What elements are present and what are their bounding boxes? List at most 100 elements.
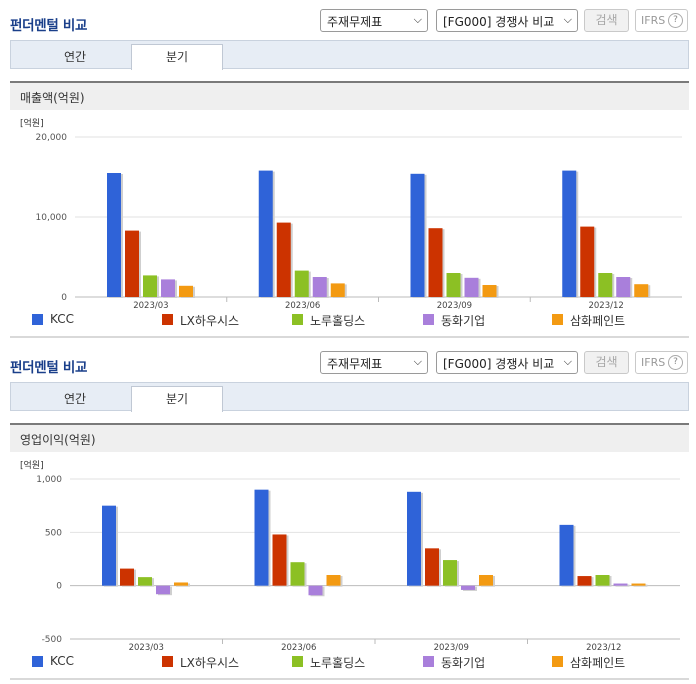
bar[interactable] [156,585,170,595]
chevron-down-icon: ⌵ [563,13,572,26]
legend-swatch [162,656,173,667]
legend-label: LX하우시스 [180,656,240,670]
bar[interactable] [326,575,341,586]
peer-group-value: [FG000] 경쟁사 비교 [443,15,555,29]
bar[interactable] [482,285,497,297]
bar[interactable] [272,534,287,586]
y-tick-label: 20,000 [36,133,68,143]
legend-swatch [162,314,173,325]
bar[interactable] [102,505,116,586]
x-tick-label: 2023/09 [437,301,472,310]
panel-title: 펀더멘털 비교 [10,360,88,376]
bar[interactable] [446,273,461,297]
bar[interactable] [595,575,610,586]
search-button[interactable]: 검색 [584,351,629,374]
bar[interactable] [598,273,613,297]
bar[interactable] [616,277,631,297]
bar[interactable] [634,284,649,297]
bar[interactable] [138,577,152,586]
legend-swatch [423,656,434,667]
divider [10,336,689,338]
question-icon: ? [668,13,683,28]
tab-quarterly[interactable]: 분기 [131,386,223,412]
unit-label: [억원] [20,117,44,129]
legend-label: 동화기업 [441,314,486,328]
bar[interactable] [479,575,493,586]
x-tick-label: 2023/12 [586,643,621,652]
tab-annual[interactable]: 연간 [63,392,87,406]
bar[interactable] [294,270,309,297]
period-tabs: 연간 분기 [10,40,689,70]
period-tabs: 연간 분기 [10,382,689,412]
legend-label: KCC [50,312,74,326]
panel-title: 펀더멘털 비교 [10,18,88,34]
revenue-chart-svg: [억원] 0 10,000 20,000 2023/03 2023/06 2023/09 20… [20,117,682,310]
bar[interactable] [174,582,188,586]
statement-type-select[interactable]: 주재무제표 ⌵ [320,351,428,374]
bar[interactable] [428,228,443,297]
legend-swatch [552,314,563,325]
statement-type-value: 주재무제표 [327,15,383,29]
section-header: 매출액(억원) [10,81,689,110]
chevron-down-icon: ⌵ [413,355,422,368]
y-tick-label: 0 [61,293,67,303]
legend-label: 동화기업 [441,656,486,670]
section-title: 매출액(억원) [20,91,85,105]
operating-profit-chart: [억원] -500 0 500 1,000 2023/03 2023/06 2023/09 20… [0,452,696,652]
question-icon: ? [668,355,683,370]
bar[interactable] [330,283,345,297]
bar[interactable] [143,275,157,297]
bar[interactable] [580,226,595,297]
ifrs-help-button[interactable]: IFRS ? [635,9,688,32]
bar[interactable] [407,491,421,586]
legend-swatch [423,314,434,325]
bar[interactable] [308,585,323,596]
legend-label: 삼화페인트 [570,314,626,328]
bar[interactable] [179,285,193,297]
ifrs-label: IFRS [641,356,666,369]
bar[interactable] [461,585,475,590]
bar[interactable] [290,562,305,586]
bar[interactable] [464,277,479,297]
ifrs-help-button[interactable]: IFRS ? [635,351,688,374]
legend-swatch [292,656,303,667]
x-tick-label: 2023/06 [285,301,320,310]
legend-swatch [32,656,43,667]
legend-label: 노루홀딩스 [310,314,366,328]
search-button[interactable]: 검색 [584,9,629,32]
x-tick-label: 2023/03 [129,643,164,652]
peer-group-select[interactable]: [FG000] 경쟁사 비교 ⌵ [436,9,578,32]
peer-group-select[interactable]: [FG000] 경쟁사 비교 ⌵ [436,351,578,374]
bar[interactable] [559,524,574,586]
bar[interactable] [577,576,592,586]
bar[interactable] [107,173,121,297]
bar[interactable] [443,560,457,586]
tab-quarterly[interactable]: 분기 [131,44,223,70]
bar[interactable] [276,222,291,297]
bar[interactable] [120,568,134,586]
bar[interactable] [258,170,273,297]
x-tick-label: 2023/09 [434,643,469,652]
bar[interactable] [125,230,139,297]
unit-label: [억원] [20,459,44,471]
statement-type-value: 주재무제표 [327,357,383,371]
statement-type-select[interactable]: 주재무제표 ⌵ [320,9,428,32]
bar[interactable] [613,583,628,586]
bar[interactable] [631,583,646,586]
bar[interactable] [562,170,577,297]
legend-swatch [32,314,43,325]
y-tick-label: 1,000 [36,475,62,485]
bar[interactable] [161,279,175,297]
x-tick-label: 2023/03 [133,301,168,310]
y-tick-label: -500 [42,635,63,645]
bar[interactable] [312,277,327,297]
y-tick-label: 10,000 [36,213,68,223]
legend-label: 노루홀딩스 [310,656,366,670]
bar[interactable] [425,548,439,586]
legend-label: LX하우시스 [180,314,240,328]
operating-profit-chart-svg: [억원] -500 0 500 1,000 2023/03 2023/06 2023/09 20… [20,459,680,652]
bar[interactable] [410,173,425,297]
revenue-chart: [억원] 0 10,000 20,000 2023/03 2023/06 2023/09 20… [0,110,696,310]
bar[interactable] [254,489,269,586]
tab-annual[interactable]: 연간 [63,50,87,64]
